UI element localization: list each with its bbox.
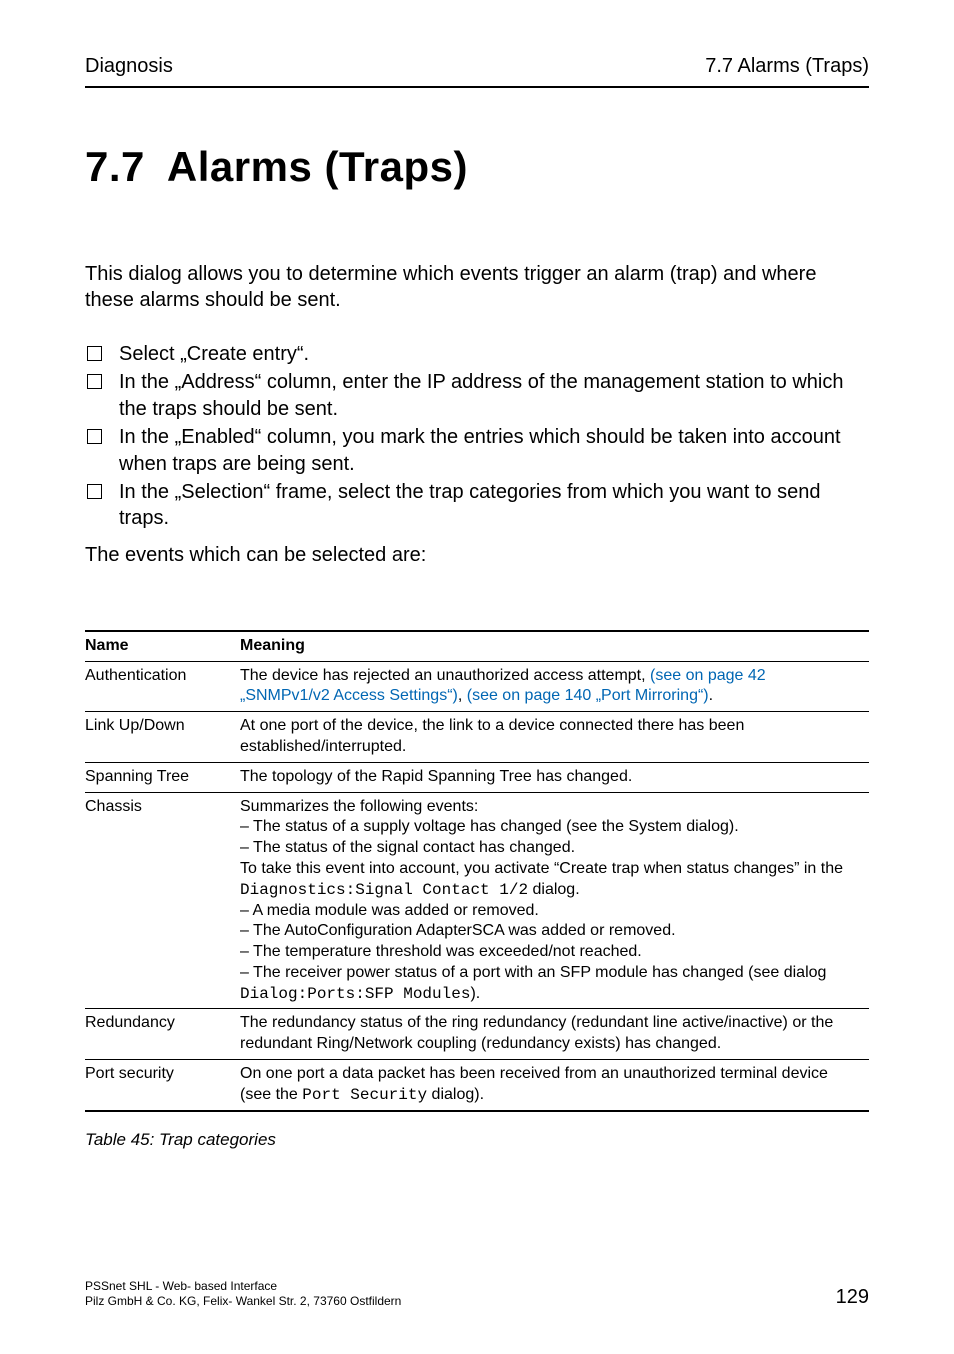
table-row: Chassis Summarizes the following events:…	[85, 792, 869, 1009]
trap-categories-table: Name Meaning Authentication The device h…	[85, 630, 869, 1112]
intro-paragraph: This dialog allows you to determine whic…	[85, 261, 869, 313]
cell-meaning: The device has rejected an unauthorized …	[240, 661, 869, 712]
text: – The AutoConfiguration AdapterSCA was a…	[240, 922, 676, 939]
footer-left: PSSnet SHL - Web- based Interface Pilz G…	[85, 1279, 401, 1309]
text: Summarizes the following events:	[240, 798, 478, 815]
table-caption: Table 45: Trap categories	[85, 1130, 869, 1150]
text: .	[709, 687, 713, 704]
mono-text: Port Security	[302, 1086, 427, 1104]
text: dialog).	[427, 1086, 484, 1103]
table-row: Link Up/Down At one port of the device, …	[85, 712, 869, 763]
section-number: 7.7	[85, 143, 145, 190]
mono-text: Dialog:Ports:SFP Modules	[240, 985, 470, 1003]
text: – The temperature threshold was exceeded…	[240, 943, 642, 960]
section-title-text: Alarms (Traps)	[167, 143, 468, 190]
text: – The status of the signal contact has c…	[240, 839, 575, 856]
running-header: Diagnosis 7.7 Alarms (Traps)	[85, 55, 869, 78]
link-text: (see on page 140 „Port Mirroring“)	[467, 687, 709, 704]
table-row: Spanning Tree The topology of the Rapid …	[85, 762, 869, 792]
cell-name: Authentication	[85, 661, 240, 712]
table-header-name: Name	[85, 631, 240, 661]
cell-meaning: On one port a data packet has been recei…	[240, 1060, 869, 1111]
events-tail: The events which can be selected are:	[85, 542, 869, 568]
text: The device has rejected an unauthorized …	[240, 667, 650, 684]
text: ,	[458, 687, 467, 704]
table-row: Redundancy The redundancy status of the …	[85, 1009, 869, 1060]
header-rule	[85, 86, 869, 88]
checklist-item: In the „Enabled“ column, you mark the en…	[85, 424, 869, 477]
cell-meaning: The topology of the Rapid Spanning Tree …	[240, 762, 869, 792]
table-header-row: Name Meaning	[85, 631, 869, 661]
cell-name: Link Up/Down	[85, 712, 240, 763]
text: – A media module was added or removed.	[240, 902, 539, 919]
footer-line2: Pilz GmbH & Co. KG, Felix- Wankel Str. 2…	[85, 1294, 401, 1308]
page-footer: PSSnet SHL - Web- based Interface Pilz G…	[85, 1279, 869, 1309]
text: dialog.	[528, 881, 580, 898]
checklist-item: Select „Create entry“.	[85, 341, 869, 367]
mono-text: Diagnostics:Signal Contact 1/2	[240, 881, 528, 899]
checklist: Select „Create entry“. In the „Address“ …	[85, 341, 869, 532]
section-title: 7.7 Alarms (Traps)	[85, 143, 869, 191]
table-header-meaning: Meaning	[240, 631, 869, 661]
text: To take this event into account, you act…	[240, 860, 843, 877]
cell-meaning: The redundancy status of the ring redund…	[240, 1009, 869, 1060]
cell-name: Chassis	[85, 792, 240, 1009]
checklist-item: In the „Address“ column, enter the IP ad…	[85, 369, 869, 422]
running-header-right: 7.7 Alarms (Traps)	[705, 55, 869, 78]
text: ).	[470, 985, 480, 1002]
page: Diagnosis 7.7 Alarms (Traps) 7.7 Alarms (…	[0, 0, 954, 1354]
cell-meaning: At one port of the device, the link to a…	[240, 712, 869, 763]
text: – The receiver power status of a port wi…	[240, 964, 826, 981]
cell-meaning: Summarizes the following events: – The s…	[240, 792, 869, 1009]
text: – The status of a supply voltage has cha…	[240, 818, 739, 835]
table-row: Port security On one port a data packet …	[85, 1060, 869, 1111]
cell-name: Spanning Tree	[85, 762, 240, 792]
footer-line1: PSSnet SHL - Web- based Interface	[85, 1279, 277, 1293]
checklist-item: In the „Selection“ frame, select the tra…	[85, 479, 869, 532]
footer-page-number: 129	[836, 1286, 869, 1309]
table-row: Authentication The device has rejected a…	[85, 661, 869, 712]
cell-name: Port security	[85, 1060, 240, 1111]
running-header-left: Diagnosis	[85, 55, 173, 78]
cell-name: Redundancy	[85, 1009, 240, 1060]
